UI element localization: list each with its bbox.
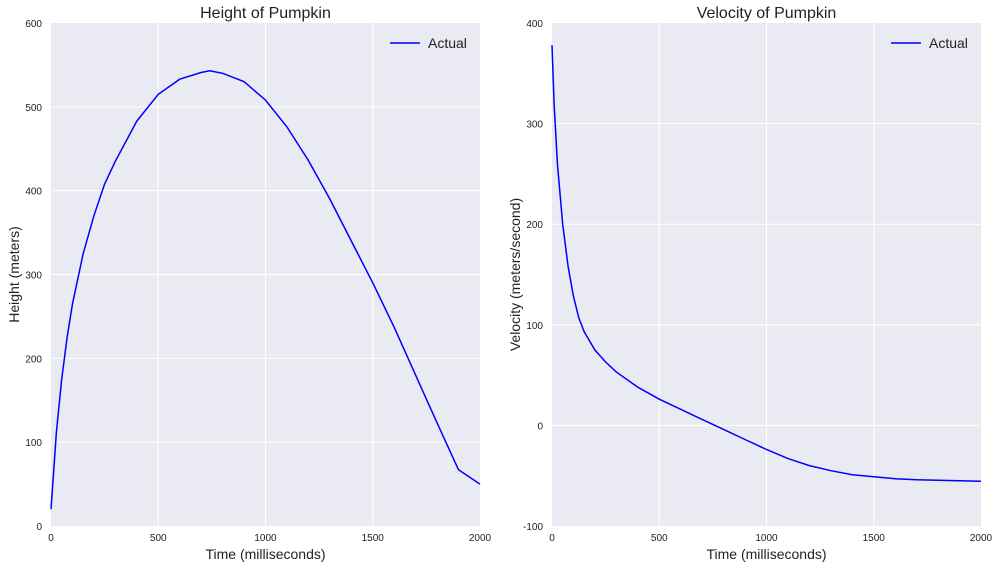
series-line-actual <box>551 45 982 482</box>
x-tick-label: 1500 <box>362 533 385 544</box>
series-line-actual <box>50 70 481 510</box>
y-tick-label: 0 <box>36 522 42 533</box>
y-tick-label: 0 <box>537 421 543 432</box>
x-tick-label: 1000 <box>254 533 277 544</box>
y-tick-label: 300 <box>526 120 543 131</box>
x-tick-label: 0 <box>549 533 555 544</box>
x-axis-label: Time (milliseconds) <box>205 546 325 562</box>
y-tick-label: 600 <box>25 19 42 30</box>
legend-label: Actual <box>428 35 467 51</box>
chart-panel-1: 0 500 1000 1500 2000 0 100 200 300 400 500 600 Heigh… <box>6 5 492 562</box>
chart-panel-2: 0 500 1000 1500 2000 -100 0 100 200 300 400 Velocit… <box>507 5 993 562</box>
x-tick-label: 2000 <box>970 533 993 544</box>
y-tick-label: 100 <box>25 438 42 449</box>
y-axis-label: Height (meters) <box>6 226 22 322</box>
x-tick-label: 500 <box>150 533 167 544</box>
y-tick-label: 100 <box>526 321 543 332</box>
y-axis-label: Velocity (meters/second) <box>507 198 523 351</box>
x-tick-label: 500 <box>651 533 668 544</box>
y-tick-label: 400 <box>526 19 543 30</box>
chart-title: Height of Pumpkin <box>200 5 331 22</box>
chart-title: Velocity of Pumpkin <box>697 5 837 22</box>
y-tick-label: 200 <box>526 220 543 231</box>
y-tick-label: 500 <box>25 103 42 114</box>
x-tick-label: 1500 <box>863 533 886 544</box>
x-tick-label: 2000 <box>469 533 492 544</box>
y-tick-label: 300 <box>25 271 42 282</box>
y-tick-label: -100 <box>523 522 543 533</box>
y-tick-label: 400 <box>25 187 42 198</box>
x-tick-label: 1000 <box>755 533 778 544</box>
legend-label: Actual <box>929 35 968 51</box>
y-tick-label: 200 <box>25 354 42 365</box>
x-axis-label: Time (milliseconds) <box>706 546 826 562</box>
x-tick-label: 0 <box>48 533 54 544</box>
